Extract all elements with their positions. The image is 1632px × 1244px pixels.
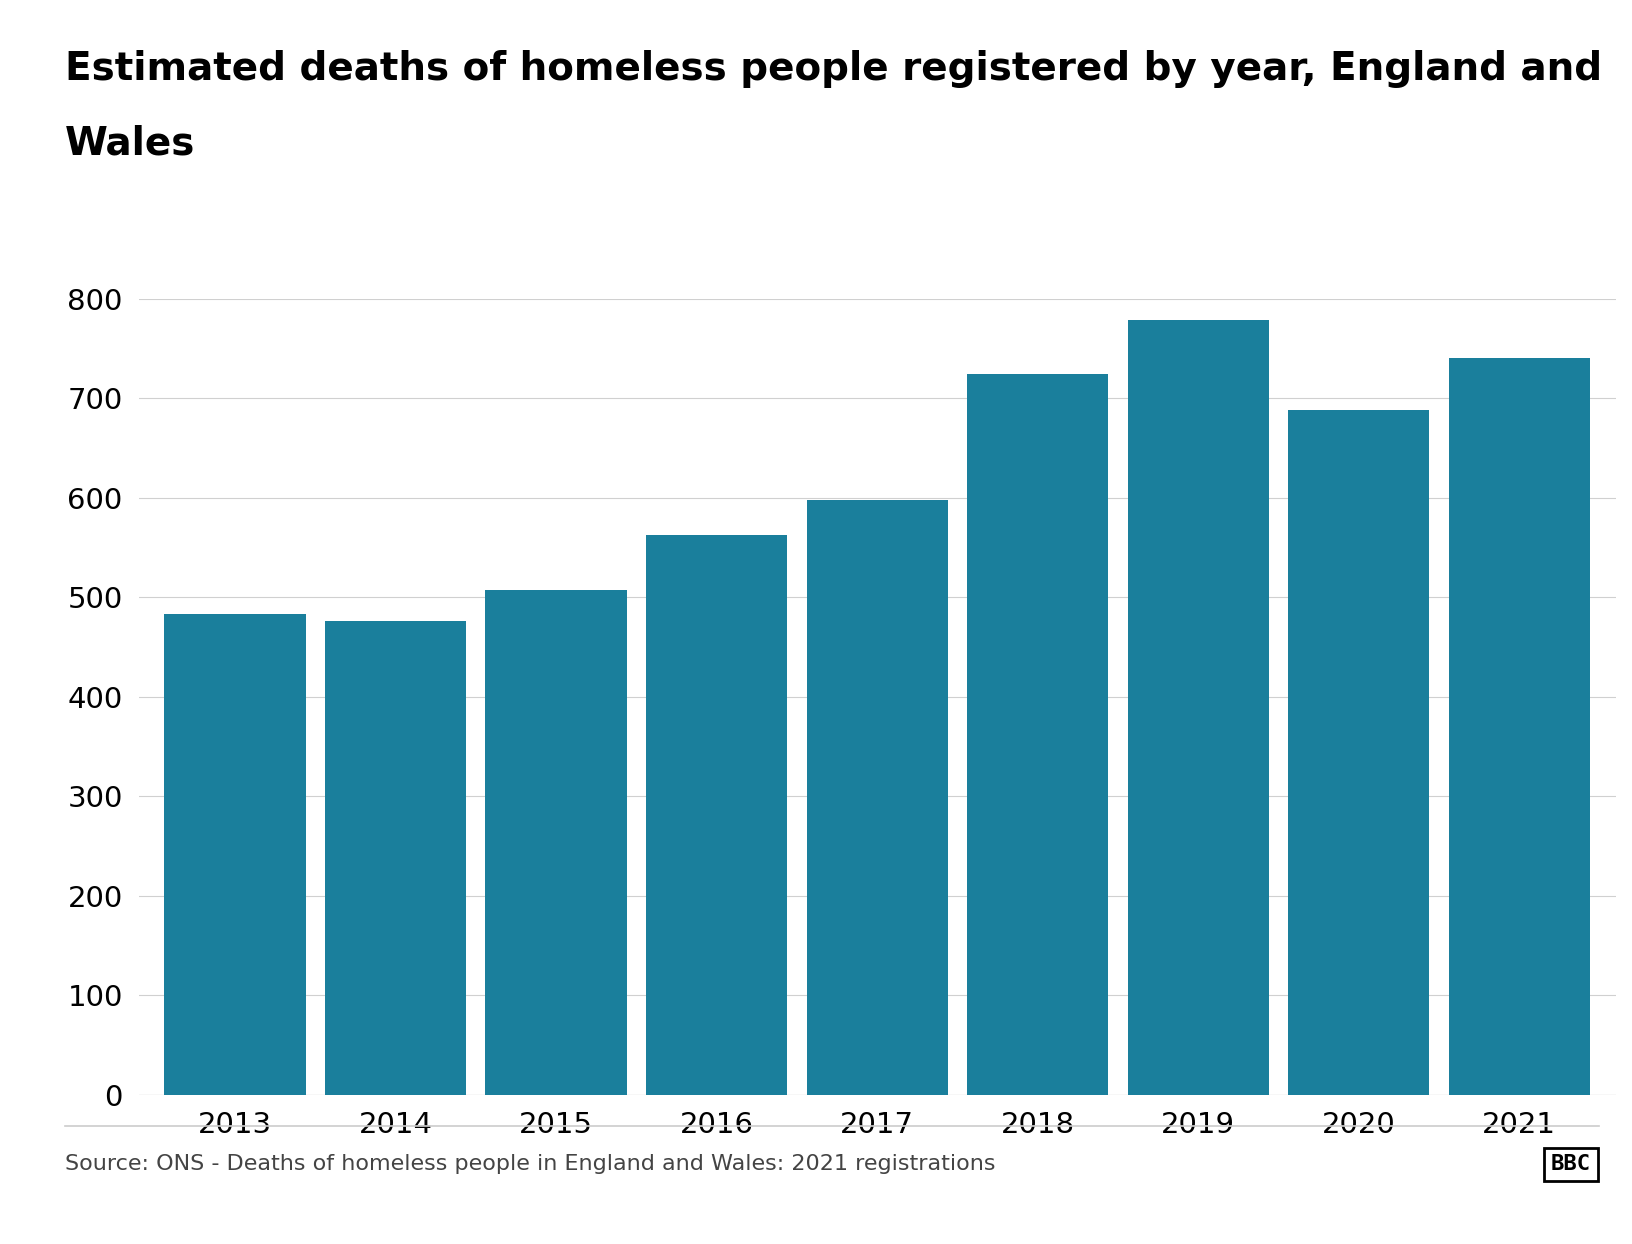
- Text: BBC: BBC: [1550, 1154, 1591, 1174]
- Bar: [1449, 358, 1590, 1095]
- Bar: [646, 535, 787, 1095]
- Bar: [1128, 321, 1270, 1095]
- Bar: [806, 500, 948, 1095]
- Text: Estimated deaths of homeless people registered by year, England and: Estimated deaths of homeless people regi…: [65, 50, 1603, 88]
- Bar: [325, 621, 467, 1095]
- Bar: [485, 590, 627, 1095]
- Text: Wales: Wales: [65, 124, 196, 163]
- Text: Source: ONS - Deaths of homeless people in England and Wales: 2021 registrations: Source: ONS - Deaths of homeless people …: [65, 1154, 996, 1174]
- Bar: [1288, 411, 1430, 1095]
- Bar: [165, 615, 305, 1095]
- Bar: [968, 374, 1108, 1095]
